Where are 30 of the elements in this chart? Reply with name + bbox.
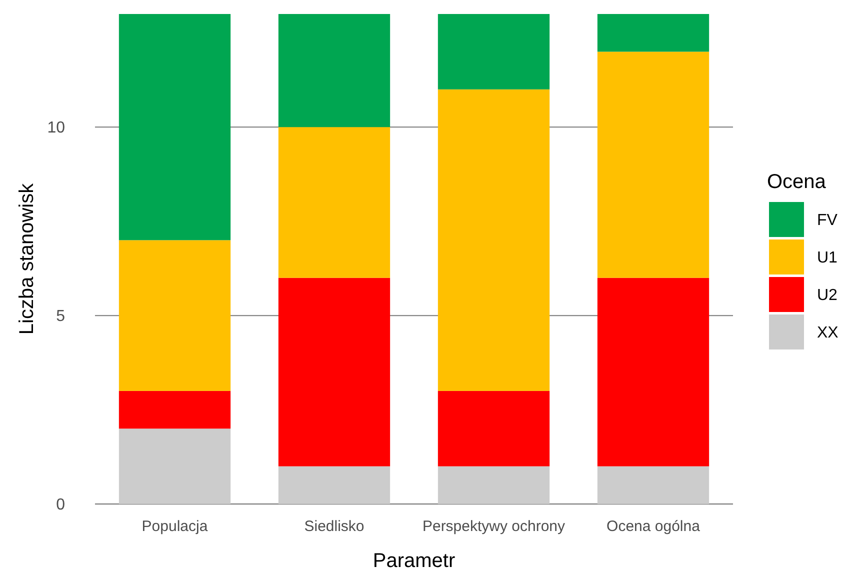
bar	[278, 278, 390, 466]
legend-label: U2	[817, 287, 838, 304]
x-axis-title: Parametr	[372, 550, 456, 572]
legend-title: Ocena	[767, 171, 827, 193]
bar	[438, 390, 550, 466]
y-tick-label: 10	[47, 120, 66, 137]
legend-label: XX	[817, 324, 839, 342]
bar	[438, 89, 550, 391]
x-tick-label: Populacja	[142, 518, 208, 535]
bar	[118, 14, 231, 240]
y-tick-label: 5	[56, 308, 66, 326]
bar	[278, 127, 390, 278]
bar	[597, 14, 710, 52]
bar	[438, 466, 550, 504]
bar	[438, 14, 550, 90]
bar	[597, 466, 710, 504]
bar	[118, 428, 231, 504]
bar	[597, 278, 710, 466]
bar	[118, 240, 231, 391]
bar	[118, 390, 231, 429]
bar	[278, 466, 390, 504]
x-tick-label: Ocena ogólna	[606, 518, 701, 535]
x-tick-label: Siedlisko	[304, 518, 364, 535]
legend-label: FV	[817, 212, 838, 230]
y-tick-label: 0	[56, 496, 66, 514]
y-axis-title: Liczba stanowisk	[16, 182, 38, 335]
x-tick-label: Perspektywy ochrony	[422, 518, 566, 535]
bar	[597, 52, 710, 278]
legend-label: U1	[817, 250, 838, 267]
bar	[278, 14, 390, 128]
